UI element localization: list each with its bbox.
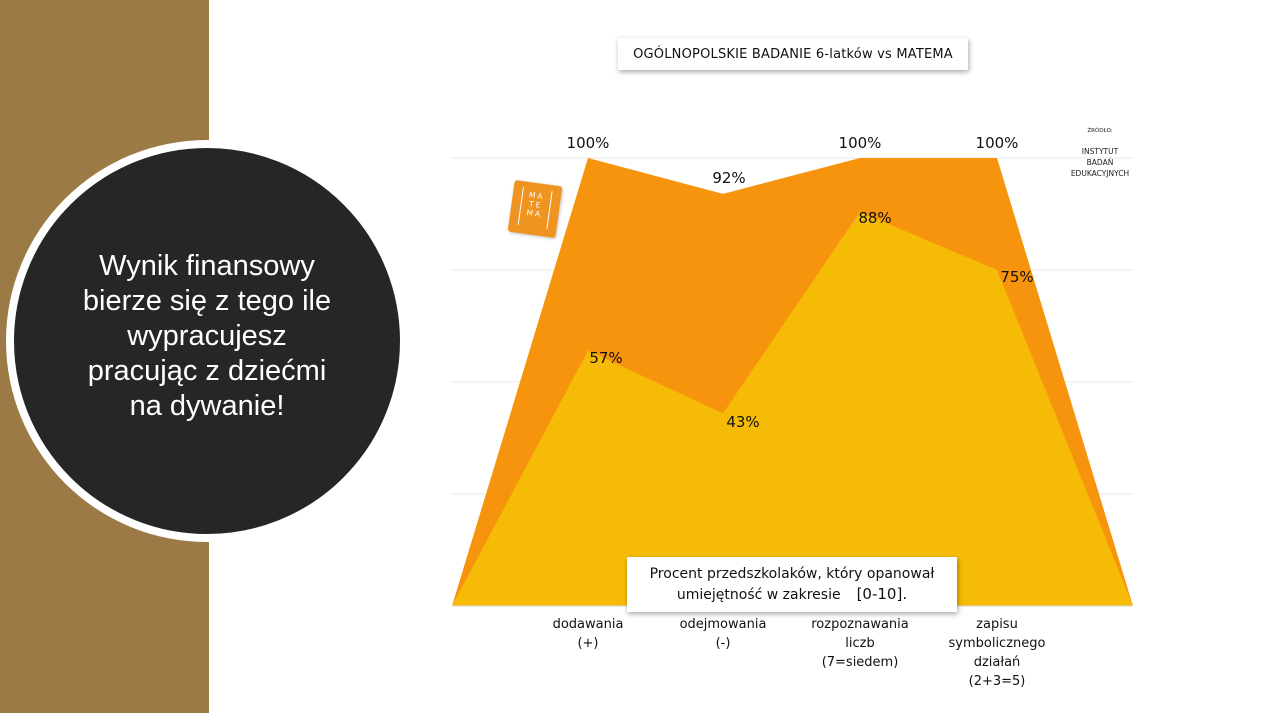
data-label: 43% bbox=[726, 413, 760, 432]
chart-title: OGÓLNOPOLSKIE BADANIE 6-latków vs MATEMA bbox=[618, 38, 968, 70]
data-label: 57% bbox=[589, 348, 623, 367]
source-note: ŹRÓDŁO: INSTYTUT BADAŃ EDUKACYJNYCH bbox=[1062, 116, 1138, 179]
x-tick-label: rozpoznawania liczb (7=siedem) bbox=[811, 617, 909, 670]
data-label: 100% bbox=[838, 134, 882, 152]
source-label: ŹRÓDŁO: bbox=[1087, 128, 1113, 134]
legend-line2-text: umiejętność w zakresie bbox=[676, 587, 841, 603]
x-tick-label: odejmowania (-) bbox=[679, 617, 767, 651]
data-label: 75% bbox=[1000, 268, 1034, 286]
matema-logo: MA TE MA bbox=[507, 179, 563, 239]
legend-line2: umiejętność w zakresie [0-10]. bbox=[677, 584, 907, 605]
x-tick-label: zapisu symbolicznego działań (2+3=5) bbox=[948, 617, 1046, 689]
legend-range: [0-10]. bbox=[856, 585, 908, 603]
logo-text: MA TE MA bbox=[526, 190, 546, 219]
quote-circle: Wynik finansowy bierze się z tego ile wy… bbox=[12, 146, 402, 536]
quote-text: Wynik finansowy bierze się z tego ile wy… bbox=[82, 249, 332, 422]
data-label: 92% bbox=[712, 168, 746, 187]
legend-box: Procent przedszkolaków, który opanował u… bbox=[627, 557, 957, 612]
data-label: 88% bbox=[858, 208, 892, 227]
area-series-2 bbox=[452, 211, 1133, 606]
logo-brackets: MA TE MA bbox=[517, 187, 553, 229]
source-name: INSTYTUT BADAŃ EDUKACYJNYCH bbox=[1070, 147, 1130, 178]
x-tick-label: dodawania (+) bbox=[552, 617, 624, 651]
legend-line1: Procent przedszkolaków, który opanował bbox=[649, 566, 935, 582]
data-label: 100% bbox=[566, 134, 610, 152]
data-label: 100% bbox=[975, 134, 1019, 152]
